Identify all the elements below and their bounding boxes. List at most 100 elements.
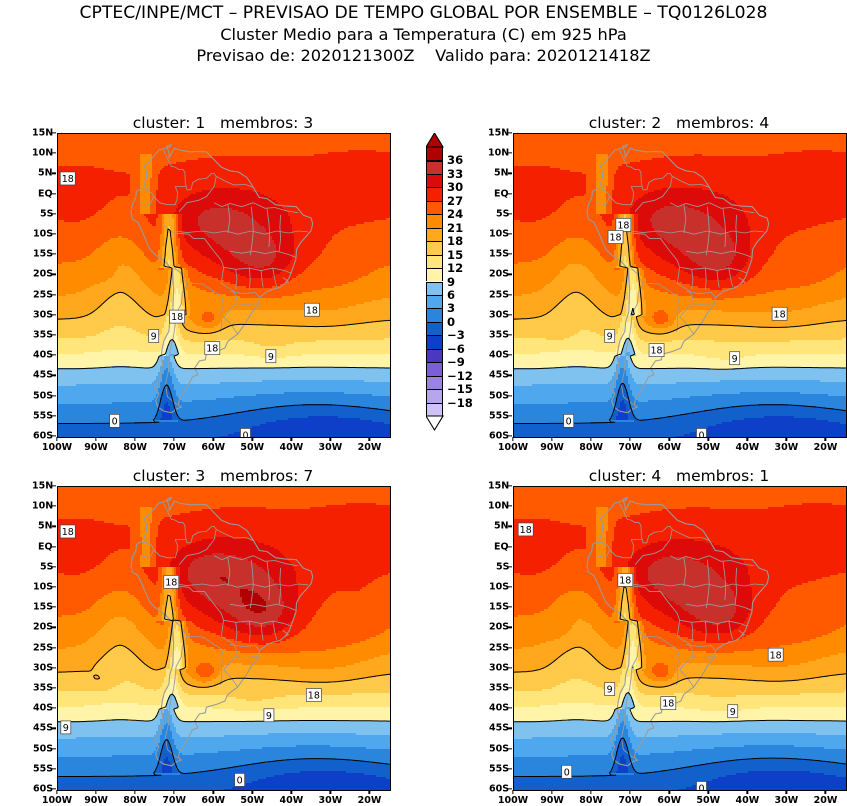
svg-text:18: 18 bbox=[306, 305, 318, 316]
header-line-institution: CPTEC/INPE/MCT – PREVISAO DE TEMPO GLOBA… bbox=[0, 2, 847, 24]
y-tick-mark bbox=[508, 213, 512, 214]
y-tick-mark bbox=[52, 627, 56, 628]
contour-label: 9 bbox=[266, 350, 276, 363]
y-tick-mark bbox=[52, 708, 56, 709]
y-tick-mark bbox=[508, 173, 512, 174]
y-tick-mark bbox=[52, 294, 56, 295]
y-tick-label: 50S bbox=[489, 390, 509, 401]
x-tick-mark bbox=[590, 790, 591, 794]
y-tick-mark bbox=[52, 607, 56, 608]
svg-text:9: 9 bbox=[732, 354, 738, 365]
y-tick-mark bbox=[508, 627, 512, 628]
y-tick-label: EQ bbox=[494, 188, 509, 199]
svg-text:18: 18 bbox=[651, 346, 663, 357]
y-tick-mark bbox=[508, 375, 512, 376]
y-tick-label: 25S bbox=[33, 289, 53, 300]
panel-title-cluster-2: cluster: 2 membros: 4 bbox=[513, 114, 845, 132]
contour-label: 18 bbox=[518, 523, 533, 536]
y-tick-mark bbox=[508, 415, 512, 416]
y-tick-mark bbox=[508, 526, 512, 527]
x-tick-label: 60W bbox=[657, 442, 681, 453]
y-tick-label: 40S bbox=[489, 350, 509, 361]
x-tick-mark bbox=[174, 437, 175, 441]
contour-label: 0 bbox=[696, 781, 706, 790]
y-tick-label: 10N bbox=[32, 501, 53, 512]
x-tick-label: 70W bbox=[618, 442, 642, 453]
y-tick-mark bbox=[508, 647, 512, 648]
colorbar-label: 9 bbox=[447, 275, 455, 289]
x-tick-mark bbox=[786, 437, 787, 441]
svg-text:9: 9 bbox=[268, 352, 274, 363]
y-tick-mark bbox=[52, 566, 56, 567]
panel-title-cluster-4: cluster: 4 membros: 1 bbox=[513, 467, 845, 485]
colorbar-label: 0 bbox=[447, 315, 455, 329]
y-tick-label: 35S bbox=[33, 330, 53, 341]
colorbar-label: −18 bbox=[447, 396, 473, 410]
svg-text:0: 0 bbox=[242, 431, 248, 437]
y-tick-label: 55S bbox=[489, 763, 509, 774]
x-tick-label: 80W bbox=[123, 442, 147, 453]
y-tick-label: 25S bbox=[33, 642, 53, 653]
y-tick-mark bbox=[508, 768, 512, 769]
contour-label: 18 bbox=[304, 303, 319, 316]
contour-label: 18 bbox=[616, 218, 631, 231]
y-tick-mark bbox=[52, 314, 56, 315]
x-tick-mark bbox=[708, 437, 709, 441]
y-tick-mark bbox=[52, 132, 56, 133]
y-tick-mark bbox=[52, 728, 56, 729]
y-tick-mark bbox=[508, 132, 512, 133]
y-tick-mark bbox=[52, 193, 56, 194]
x-tick-label: 80W bbox=[579, 795, 603, 806]
y-tick-mark bbox=[508, 607, 512, 608]
y-tick-mark bbox=[52, 375, 56, 376]
y-tick-mark bbox=[52, 687, 56, 688]
y-tick-label: 5N bbox=[494, 168, 509, 179]
y-tick-label: 20S bbox=[33, 622, 53, 633]
contour-label: 9 bbox=[605, 683, 615, 696]
y-tick-mark bbox=[52, 213, 56, 214]
y-tick-label: 10S bbox=[33, 582, 53, 593]
colorbar-arrows bbox=[426, 133, 445, 432]
y-tick-label: 40S bbox=[33, 703, 53, 714]
y-tick-mark bbox=[52, 334, 56, 335]
chart-header: CPTEC/INPE/MCT – PREVISAO DE TEMPO GLOBA… bbox=[0, 0, 847, 66]
x-tick-label: 20W bbox=[358, 795, 382, 806]
x-tick-mark bbox=[669, 437, 670, 441]
x-tick-mark bbox=[551, 437, 552, 441]
x-tick-mark bbox=[512, 437, 513, 441]
y-tick-label: 30S bbox=[33, 662, 53, 673]
y-tick-label: 30S bbox=[33, 309, 53, 320]
header-line-variable: Cluster Medio para a Temperatura (C) em … bbox=[0, 24, 847, 45]
svg-text:9: 9 bbox=[607, 332, 613, 343]
y-tick-label: 15N bbox=[32, 128, 53, 139]
x-tick-label: 70W bbox=[162, 795, 186, 806]
colorbar-label: −15 bbox=[447, 382, 473, 396]
contour-label: 18 bbox=[618, 573, 633, 586]
x-tick-label: 20W bbox=[358, 442, 382, 453]
y-tick-label: 35S bbox=[489, 330, 509, 341]
y-tick-label: 45S bbox=[33, 723, 53, 734]
y-tick-label: 45S bbox=[33, 370, 53, 381]
x-tick-label: 100W bbox=[498, 795, 528, 806]
contour-label: 0 bbox=[235, 773, 245, 786]
y-tick-label: EQ bbox=[38, 541, 53, 552]
svg-text:18: 18 bbox=[617, 221, 629, 232]
y-tick-label: 15N bbox=[488, 128, 509, 139]
y-tick-label: 45S bbox=[489, 370, 509, 381]
y-tick-mark bbox=[52, 667, 56, 668]
y-tick-label: 35S bbox=[489, 683, 509, 694]
y-tick-mark bbox=[508, 708, 512, 709]
contour-label: 9 bbox=[730, 352, 740, 365]
x-tick-mark bbox=[56, 790, 57, 794]
